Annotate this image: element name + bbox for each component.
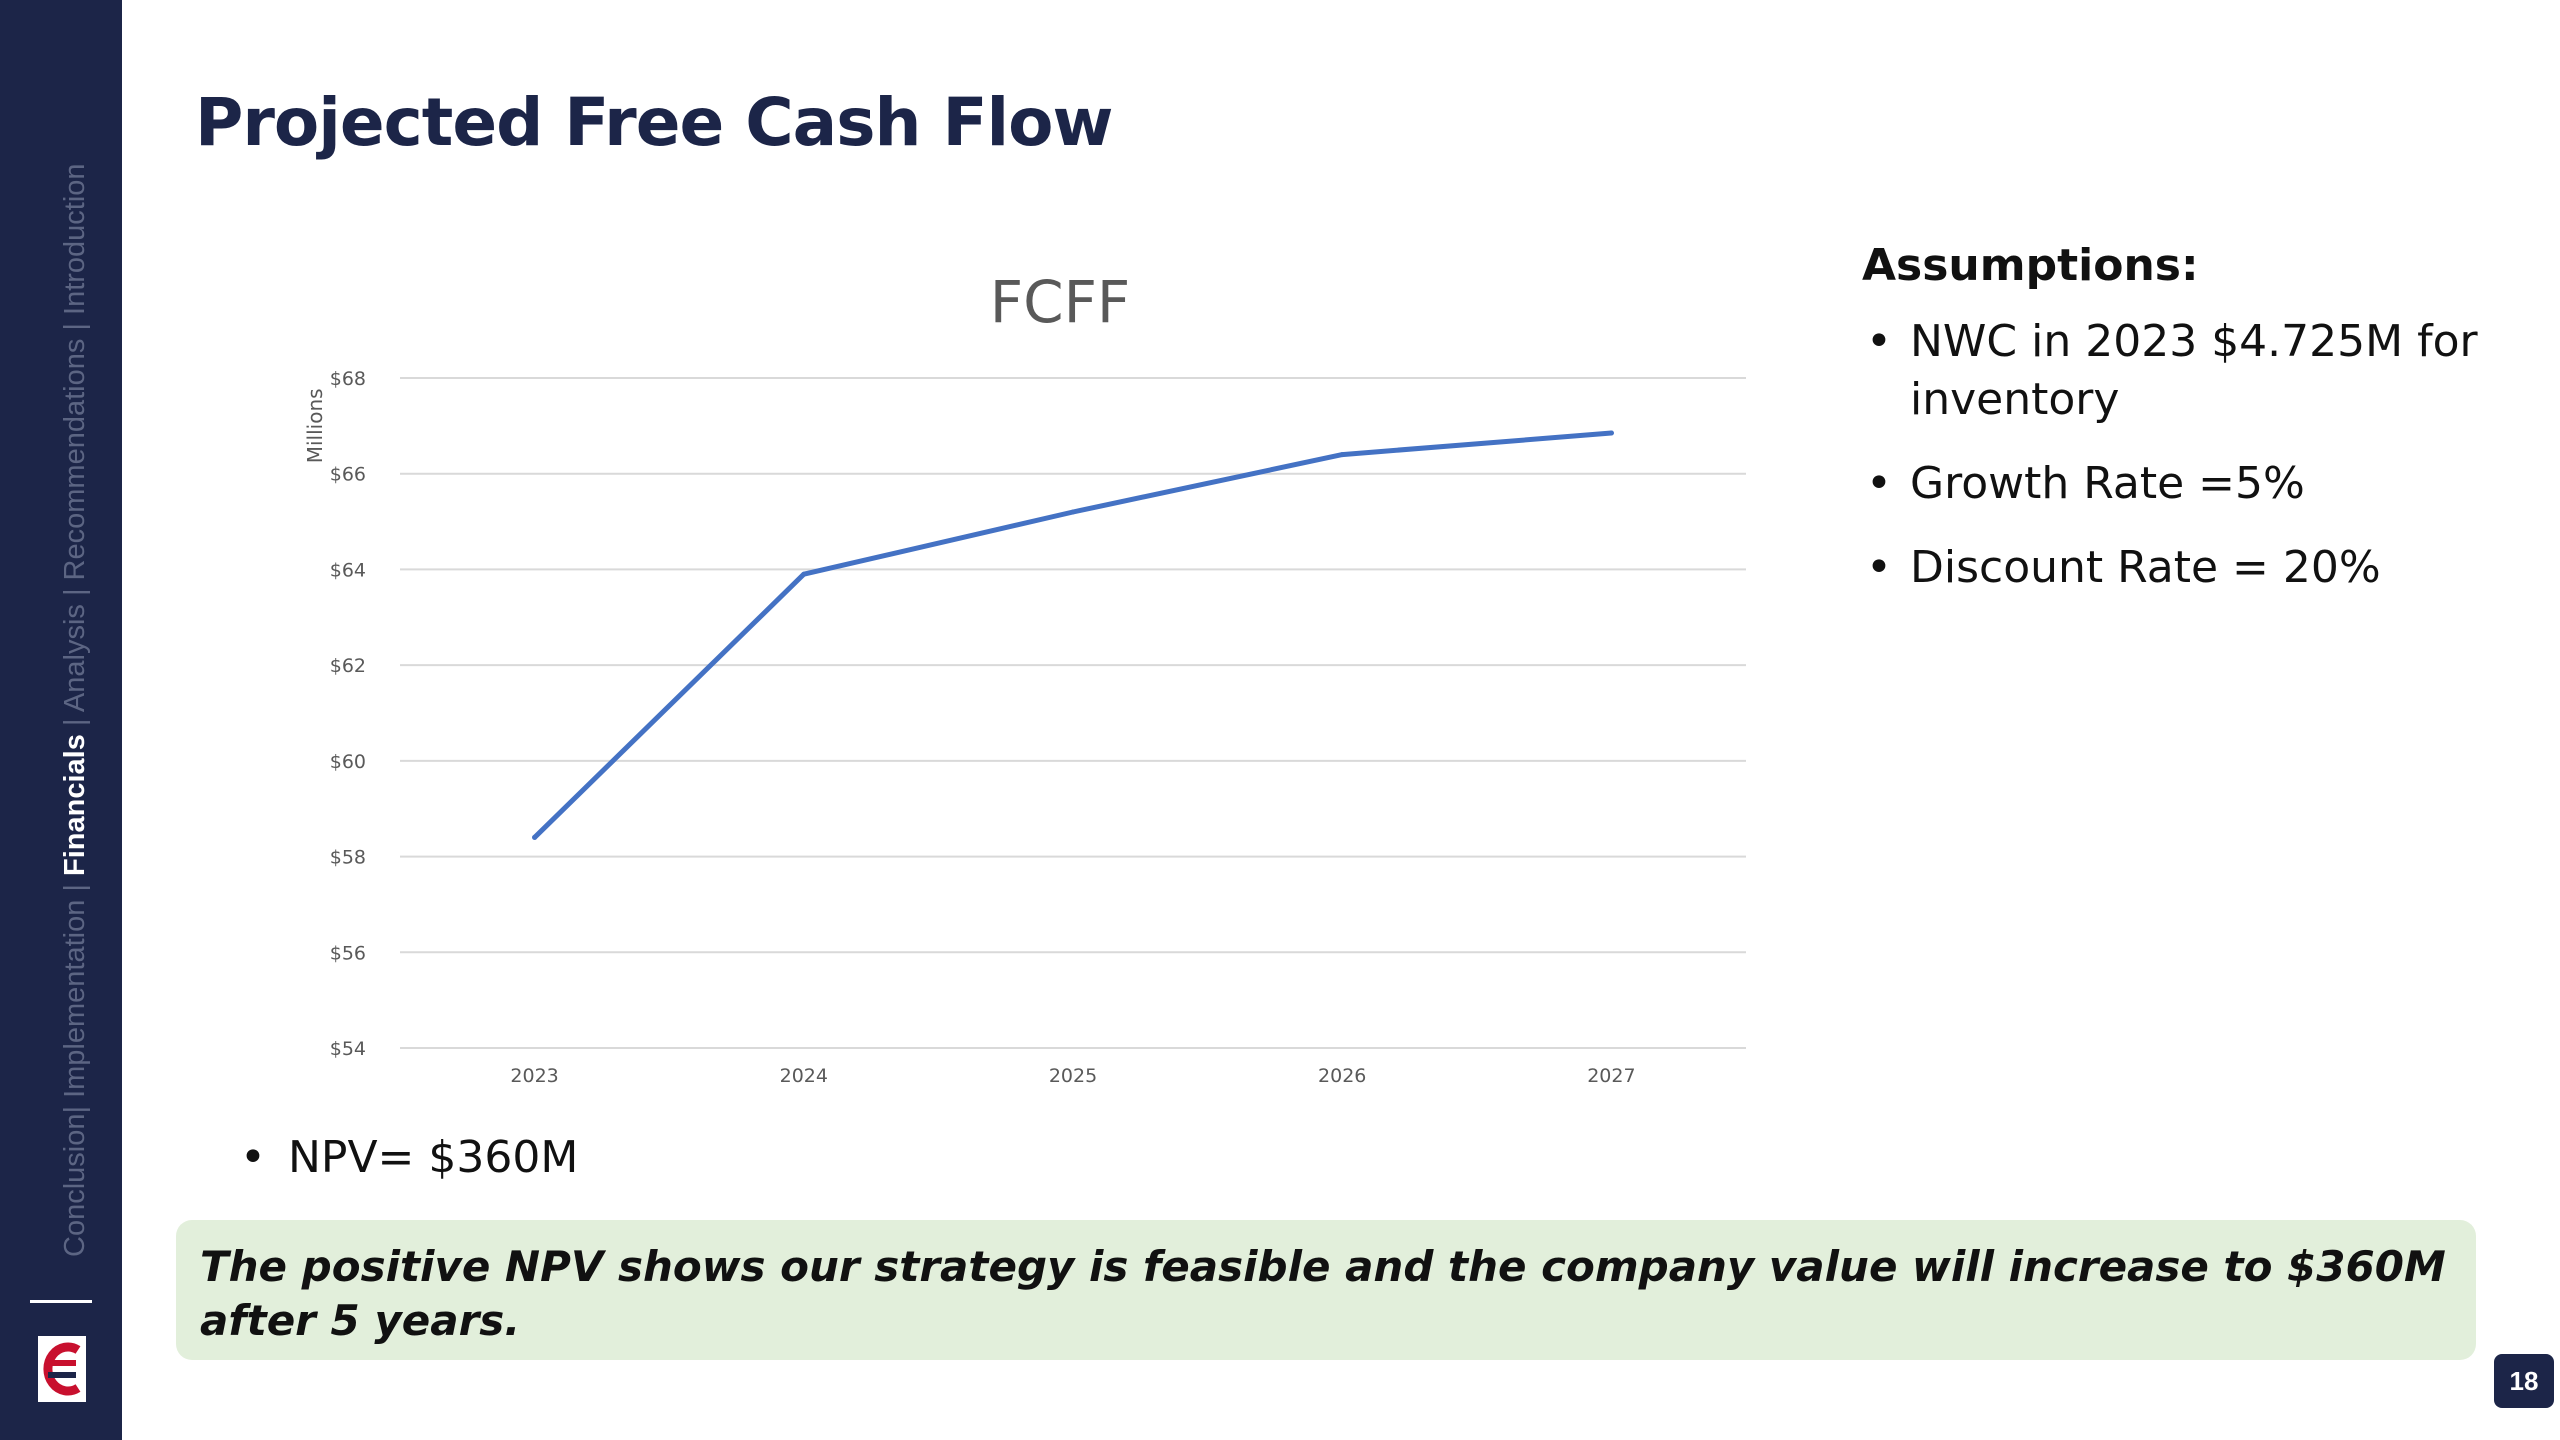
x-tick-label: 2027 bbox=[1587, 1065, 1635, 1087]
y-tick-label: $54 bbox=[330, 1038, 366, 1060]
nav-separator: | bbox=[59, 1097, 91, 1114]
y-tick-label: $60 bbox=[330, 751, 366, 773]
y-tick-label: $58 bbox=[330, 847, 366, 869]
nav-separator: | bbox=[59, 712, 91, 735]
nav-item[interactable]: Introduction bbox=[59, 163, 91, 315]
data-point bbox=[1339, 452, 1345, 458]
assumptions-panel: Assumptions: NWC in 2023 $4.725M for inv… bbox=[1862, 240, 2502, 623]
nav-separator: | bbox=[59, 314, 91, 339]
y-tick-label: $64 bbox=[330, 559, 366, 581]
x-tick-label: 2023 bbox=[510, 1065, 558, 1087]
x-tick-label: 2024 bbox=[780, 1065, 828, 1087]
nav-item[interactable]: Analysis bbox=[59, 604, 91, 713]
x-tick-label: 2026 bbox=[1318, 1065, 1366, 1087]
assumption-item: Growth Rate =5% bbox=[1862, 455, 2502, 513]
y-tick-label: $66 bbox=[330, 464, 366, 486]
nav-item[interactable]: Implementation bbox=[59, 899, 91, 1098]
chart-title: FCFF bbox=[990, 268, 1131, 336]
sidebar: Conclusion| Implementation | Financials … bbox=[0, 0, 122, 1440]
npv-bullet: NPV= $360M bbox=[240, 1132, 578, 1183]
nav-separator: | bbox=[59, 875, 91, 900]
divider bbox=[30, 1300, 92, 1303]
assumptions-heading: Assumptions: bbox=[1862, 240, 2199, 291]
assumption-item: NWC in 2023 $4.725M for inventory bbox=[1862, 313, 2502, 429]
nav-item[interactable]: Recommendations bbox=[59, 338, 91, 581]
assumption-item: Discount Rate = 20% bbox=[1862, 539, 2502, 597]
company-logo bbox=[38, 1336, 86, 1402]
data-point bbox=[801, 571, 807, 577]
data-point bbox=[532, 834, 538, 840]
nav-separator: | bbox=[59, 580, 91, 605]
page-number: 18 bbox=[2494, 1354, 2554, 1408]
nav-item[interactable]: Conclusion bbox=[59, 1113, 91, 1257]
data-point bbox=[1070, 509, 1076, 515]
y-tick-label: $56 bbox=[330, 942, 366, 964]
series-line bbox=[532, 430, 1614, 840]
y-axis-title: Millions bbox=[303, 388, 327, 463]
x-tick-label: 2025 bbox=[1049, 1065, 1097, 1087]
fcff-line-chart: FCFF Millions $54 $56 $58 $60 $62 $64 $66 $68 2023… bbox=[303, 268, 1746, 1087]
nav-item-active[interactable]: Financials bbox=[59, 734, 91, 876]
y-tick-label: $68 bbox=[330, 368, 366, 390]
section-navigation: Conclusion| Implementation | Financials … bbox=[59, 163, 91, 1257]
conclusion-callout: The positive NPV shows our strategy is f… bbox=[176, 1220, 2476, 1360]
assumptions-list: NWC in 2023 $4.725M for inventory Growth… bbox=[1862, 313, 2502, 597]
page-title: Projected Free Cash Flow bbox=[195, 84, 1113, 161]
data-point bbox=[1608, 430, 1614, 436]
y-tick-label: $62 bbox=[330, 655, 366, 677]
